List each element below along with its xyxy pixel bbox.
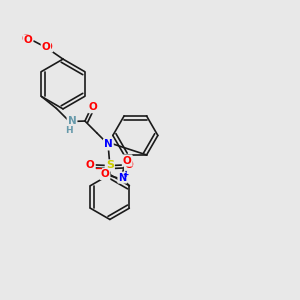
- Text: O: O: [43, 41, 52, 52]
- Text: N: N: [68, 116, 76, 126]
- Text: +: +: [122, 170, 128, 179]
- Text: O: O: [24, 35, 32, 45]
- Text: N: N: [104, 140, 113, 149]
- Text: O: O: [41, 42, 50, 52]
- Text: O: O: [123, 155, 132, 166]
- Text: O: O: [86, 160, 95, 170]
- Text: O: O: [100, 169, 109, 179]
- Text: O: O: [125, 160, 134, 170]
- Text: −: −: [95, 164, 103, 174]
- Text: O: O: [89, 102, 98, 112]
- Text: S: S: [106, 160, 114, 170]
- Text: N: N: [118, 172, 127, 183]
- Text: O: O: [22, 34, 30, 44]
- Text: H: H: [65, 127, 73, 136]
